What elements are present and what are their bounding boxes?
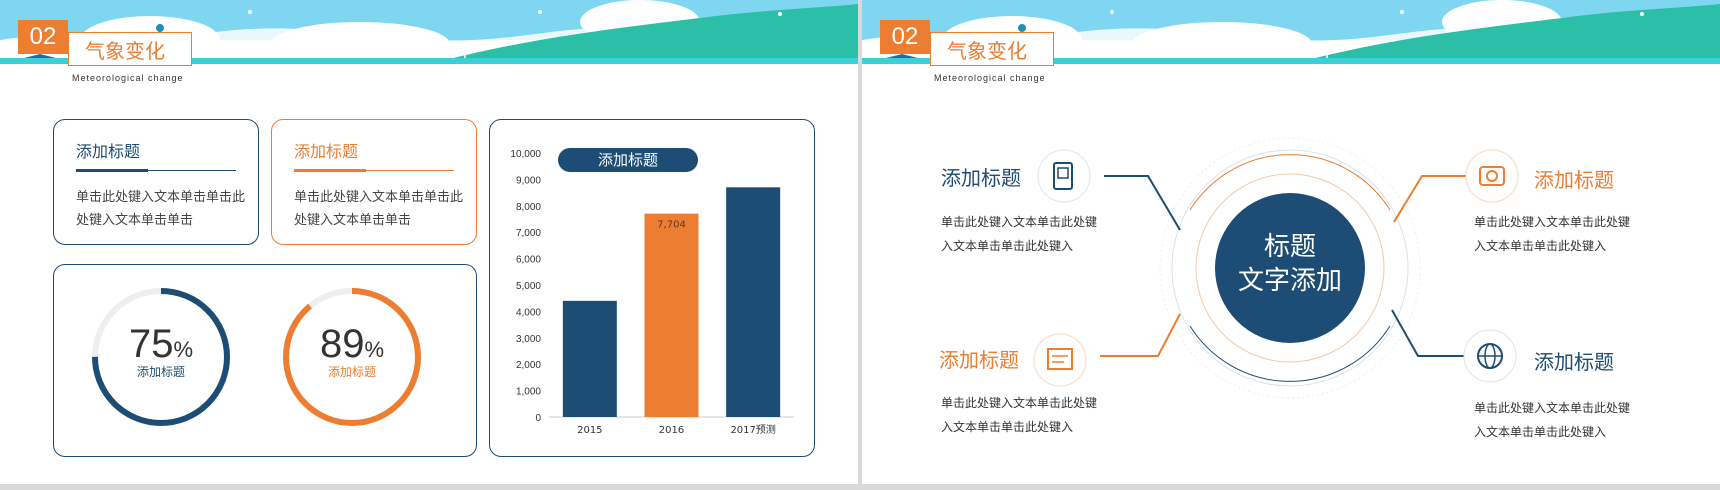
- item-desc-top-right: 单击此处键入文本单击此处键 入文本单击单击此处键入: [1474, 215, 1631, 253]
- y-tick-label: 7,000: [516, 228, 541, 239]
- bar-data-label: 7,704: [657, 220, 686, 231]
- x-tick-label: 2015: [577, 425, 602, 436]
- y-tick-label: 0: [535, 413, 541, 424]
- donut-caption: 添加标题: [136, 365, 185, 379]
- text-card-1: 添加标题 单击此处键入文本单击单击此处键入文本单击单击: [53, 119, 259, 245]
- newspaper-icon: [1033, 333, 1087, 387]
- donut-caption: 添加标题: [327, 365, 376, 379]
- header-banner: [0, 0, 858, 64]
- globe-icon: [1463, 329, 1517, 383]
- section-title: 气象变化: [947, 39, 1027, 63]
- x-tick-label: 2016: [659, 425, 684, 436]
- y-tick-label: 3,000: [516, 334, 541, 345]
- y-tick-label: 1,000: [516, 387, 541, 398]
- center-title: 标题 文字添加: [1237, 232, 1342, 296]
- donut-label-2: 89% 添加标题: [282, 322, 422, 380]
- card-divider: [294, 170, 454, 171]
- section-subtitle: Meteorological change: [72, 73, 184, 83]
- y-tick-label: 9,000: [516, 175, 541, 186]
- y-tick-label: 5,000: [516, 281, 541, 292]
- y-tick-label: 6,000: [516, 255, 541, 266]
- bar-2016: [644, 213, 699, 417]
- donut-label-1: 75% 添加标题: [91, 322, 231, 380]
- x-tick-label: 2017预测: [730, 423, 775, 436]
- card-divider: [76, 170, 236, 171]
- section-number: 02: [18, 20, 68, 54]
- donut-arc-1: [92, 288, 230, 426]
- slide-2: 02 气象变化 Meteorological change: [862, 0, 1720, 484]
- section-title: 气象变化: [85, 39, 165, 63]
- donut-chart-1: [92, 288, 230, 426]
- item-desc-bottom-left: 单击此处键入文本单击此处键 入文本单击单击此处键入: [941, 396, 1098, 434]
- section-subtitle: Meteorological change: [934, 73, 1046, 83]
- donut-value: 89%: [319, 322, 385, 366]
- card-divider-accent: [76, 169, 148, 172]
- y-tick-label: 10,000: [510, 149, 541, 160]
- item-title-top-left: 添加标题: [941, 166, 1021, 190]
- slide-1: 02 气象变化 Meteorological change 添加标题 单击此处键…: [0, 0, 858, 484]
- y-tick-label: 8,000: [516, 202, 541, 213]
- bar-2017预测: [726, 187, 781, 417]
- item-title-top-right: 添加标题: [1534, 168, 1614, 192]
- y-tick-label: 4,000: [516, 307, 541, 318]
- donut-card: [53, 264, 477, 457]
- donut-chart-2: [283, 288, 421, 426]
- donut-value: 75%: [128, 322, 194, 366]
- card-title: 添加标题: [76, 142, 141, 161]
- item-title-bottom-left: 添加标题: [939, 348, 1019, 372]
- bar-chart: 0 1,000 2,000 3,000 4,000 5,000 6,000 7,000 8,00…: [510, 149, 794, 436]
- section-title-box: 气象变化: [68, 32, 192, 66]
- item-desc-bottom-right: 单击此处键入文本单击此处键 入文本单击单击此处键入: [1474, 401, 1631, 439]
- card-divider-accent: [294, 169, 366, 172]
- section-title-box: 气象变化: [930, 32, 1054, 66]
- y-tick-label: 2,000: [516, 360, 541, 371]
- item-title-bottom-right: 添加标题: [1534, 350, 1614, 374]
- item-desc-top-left: 单击此处键入文本单击此处键 入文本单击单击此处键入: [941, 215, 1098, 253]
- chart-title-pill: 添加标题: [558, 148, 698, 172]
- card-body: 单击此处键入文本单击单击此处键入文本单击单击: [294, 190, 464, 228]
- phone-icon: [1037, 149, 1091, 203]
- center-circle: [1215, 193, 1365, 343]
- section-number: 02: [880, 20, 930, 54]
- camera-icon: [1465, 149, 1519, 203]
- card-body: 单击此处键入文本单击单击此处键入文本单击单击: [76, 190, 246, 228]
- card-title: 添加标题: [294, 142, 359, 161]
- text-card-2: 添加标题 单击此处键入文本单击单击此处键入文本单击单击: [271, 119, 477, 245]
- donut-arc-2: [283, 288, 421, 426]
- bar-2015: [562, 300, 617, 417]
